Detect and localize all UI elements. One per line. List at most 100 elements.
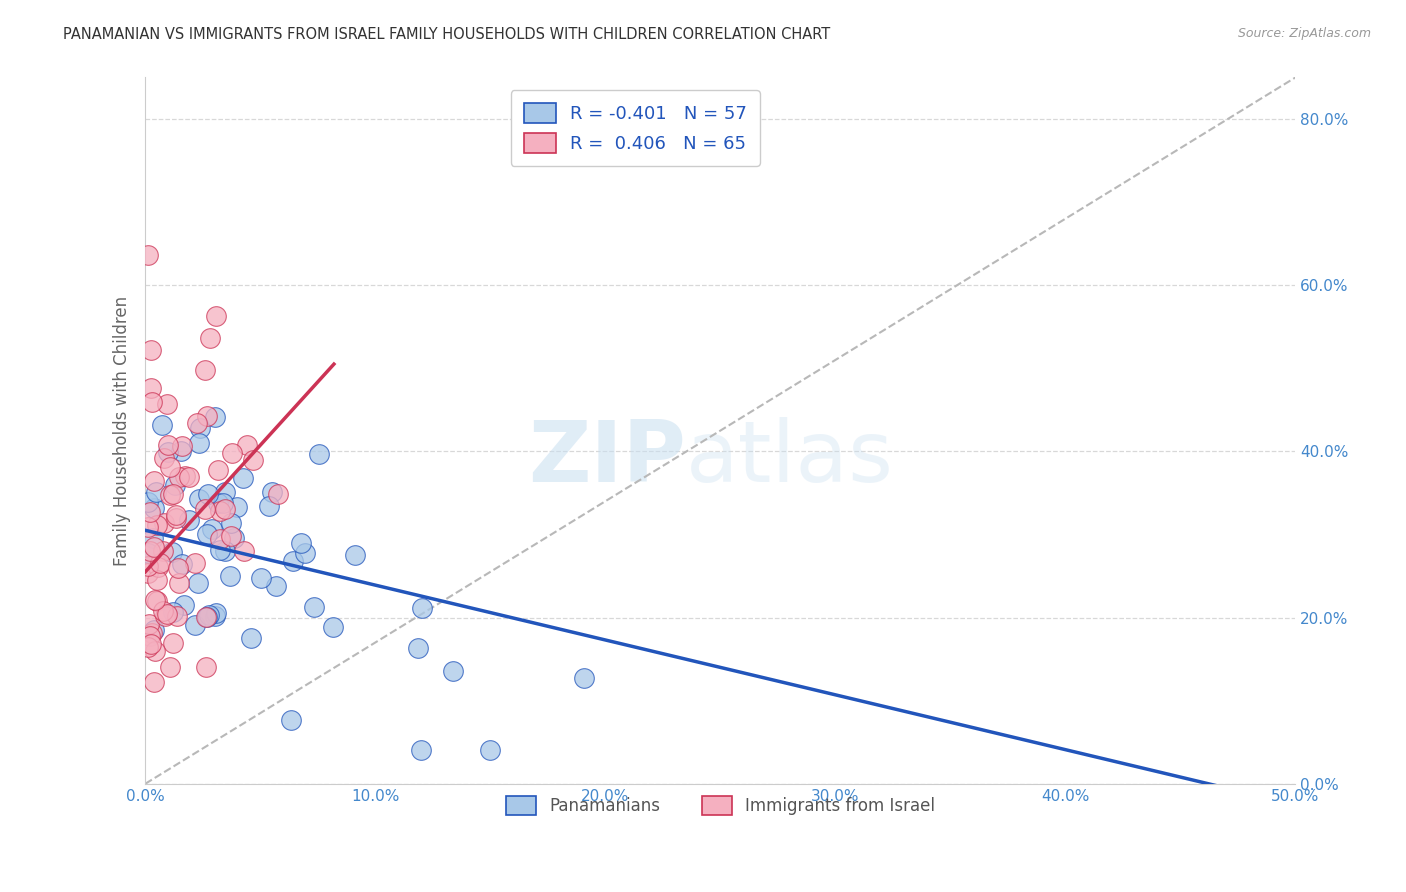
Point [250,571,273,585]
Point [186,416,208,430]
Point [143,644,166,658]
Point [207,496,229,510]
Point [177,513,200,527]
Point [221,446,243,460]
Point [441,664,464,678]
Text: Source: ZipAtlas.com: Source: ZipAtlas.com [1237,27,1371,40]
Point [184,556,207,570]
Point [141,626,163,640]
Point [142,532,165,546]
Point [170,444,193,458]
Point [187,576,209,591]
Point [187,436,209,450]
Point [167,470,190,484]
Text: PANAMANIAN VS IMMIGRANTS FROM ISRAEL FAMILY HOUSEHOLDS WITH CHILDREN CORRELATION: PANAMANIAN VS IMMIGRANTS FROM ISRAEL FAM… [63,27,831,42]
Point [157,438,180,452]
Text: ZIP: ZIP [529,417,686,500]
Point [177,470,200,484]
Point [156,397,179,411]
Point [198,331,221,345]
Point [159,460,181,475]
Point [235,438,257,452]
Point [136,566,159,580]
Point [153,450,176,465]
Point [149,556,172,570]
Point [195,610,218,624]
Y-axis label: Family Households with Children: Family Households with Children [114,295,131,566]
Point [194,502,217,516]
Point [214,502,236,516]
Text: atlas: atlas [686,417,894,500]
Point [239,631,262,645]
Point [208,543,231,558]
Point [343,548,366,562]
Point [204,608,226,623]
Point [142,623,165,637]
Point [290,536,312,550]
Point [174,468,197,483]
Point [157,444,180,458]
Point [219,516,242,530]
Point [142,474,165,488]
Point [173,598,195,612]
Point [207,463,229,477]
Point [145,594,167,608]
Point [232,544,254,558]
Point [159,488,181,502]
Point [152,544,174,558]
Point [159,659,181,673]
Point [187,492,209,507]
Point [162,486,184,500]
Point [143,675,166,690]
Point [214,485,236,500]
Point [136,640,159,655]
Point [172,439,194,453]
Point [219,529,242,543]
Point [165,478,187,492]
Point [195,409,218,423]
Legend: Panamanians, Immigrants from Israel: Panamanians, Immigrants from Israel [496,786,945,825]
Point [156,607,179,621]
Point [574,671,596,685]
Point [152,604,174,618]
Point [167,576,190,591]
Point [195,610,218,624]
Point [302,600,325,615]
Point [165,508,187,522]
Point [184,617,207,632]
Point [136,495,159,509]
Point [322,620,344,634]
Point [172,557,194,571]
Point [257,499,280,513]
Point [205,606,228,620]
Point [162,605,184,619]
Point [294,545,316,559]
Point [197,487,219,501]
Point [225,500,247,515]
Point [146,559,169,574]
Point [232,471,254,485]
Point [201,522,224,536]
Point [145,484,167,499]
Point [266,486,288,500]
Point [165,511,187,525]
Point [143,501,166,516]
Point [136,559,159,574]
Point [150,418,173,433]
Point [283,554,305,568]
Point [139,505,162,519]
Point [212,496,235,510]
Point [308,447,330,461]
Point [195,659,218,673]
Point [166,608,188,623]
Point [204,409,226,424]
Point [143,540,166,554]
Point [152,516,174,531]
Point [139,629,162,643]
Point [198,608,221,623]
Point [190,421,212,435]
Point [146,517,169,532]
Point [160,545,183,559]
Point [141,395,163,409]
Point [224,531,246,545]
